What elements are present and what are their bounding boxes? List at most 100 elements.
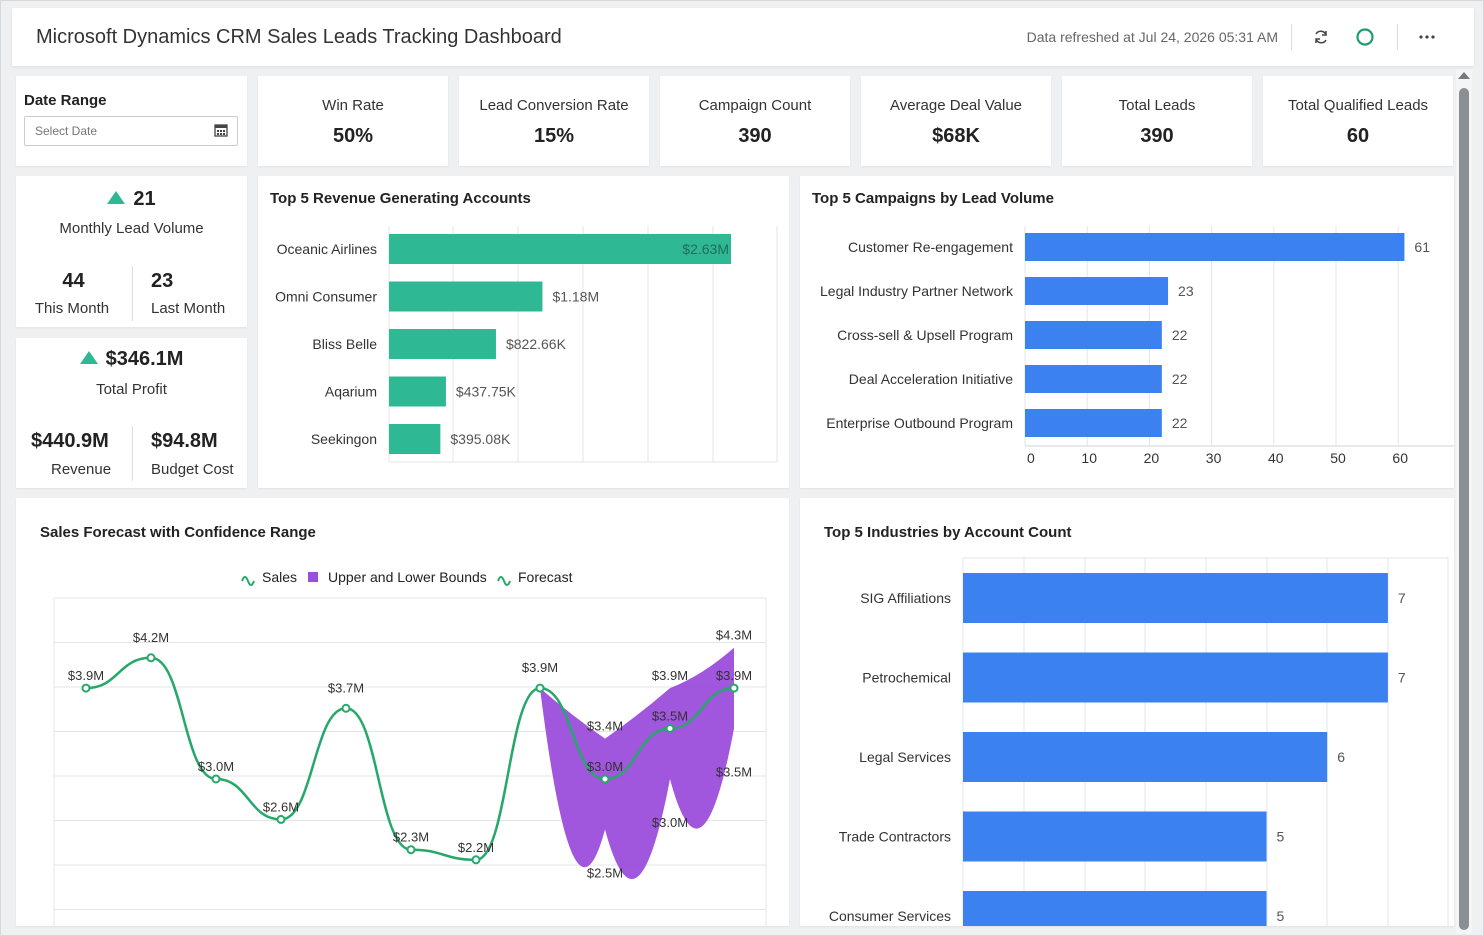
this-month-label: This Month <box>34 300 110 317</box>
sales-point <box>276 814 286 824</box>
kpi-win-rate: Win Rate 50% <box>258 76 448 166</box>
lead-volume-card: 21 Monthly Lead Volume 44 This Month 23 … <box>16 176 247 327</box>
category-label: Oceanic Airlines <box>277 241 377 257</box>
category-label: Legal Services <box>859 749 951 765</box>
forecast-line <box>539 686 735 781</box>
kpi-label: Total Qualified Leads <box>1287 97 1429 114</box>
revenue-label: Revenue <box>51 461 112 478</box>
tick-label: 40 <box>1268 450 1284 466</box>
bar <box>963 732 1328 782</box>
data-label: 6 <box>1337 749 1345 765</box>
category-label: Petrochemical <box>862 670 951 686</box>
sales-point <box>535 683 545 693</box>
last-month-label: Last Month <box>151 300 226 317</box>
bar <box>389 329 496 359</box>
tick-label: 60 <box>1392 450 1408 466</box>
sales-point <box>341 703 351 713</box>
data-label: $3.7M <box>328 680 364 695</box>
data-label: $3.5M <box>652 709 688 724</box>
kpi-campaign-count: Campaign Count 390 <box>660 76 850 166</box>
kpi-label: Total Leads <box>1118 97 1196 114</box>
kpi-total-qualified-leads: Total Qualified Leads 60 <box>1263 76 1453 166</box>
tick-label: 0 <box>1027 450 1035 466</box>
sales-point <box>406 845 416 855</box>
calendar-icon[interactable] <box>214 123 228 137</box>
tick-label: 50 <box>1330 450 1346 466</box>
industries-chart-card: Top 5 Industries by Account Count SIG Af… <box>800 498 1454 926</box>
data-label: 7 <box>1398 590 1406 606</box>
bar <box>1025 409 1162 437</box>
date-range-card: Date Range <box>16 76 247 166</box>
lower-bound-label: $3.0M <box>652 815 688 830</box>
data-label: 22 <box>1172 415 1188 431</box>
header-divider <box>1291 24 1292 50</box>
bar <box>1025 277 1169 305</box>
lead-volume-value: 21 <box>133 188 156 210</box>
data-label: $3.0M <box>587 759 623 774</box>
sales-line <box>85 656 541 862</box>
forecast-chart-card: Sales Forecast with Confidence Range Sal… <box>16 498 789 926</box>
page-title: Microsoft Dynamics CRM Sales Leads Track… <box>36 26 562 48</box>
profit-value: $346.1M <box>105 348 184 370</box>
campaigns-chart-card: Top 5 Campaigns by Lead Volume 0 10 20 30 40… <box>800 176 1454 488</box>
chart-title: Sales Forecast with Confidence Range <box>40 524 316 541</box>
revenue-value: $440.9M <box>31 430 109 452</box>
dashboard-header: Microsoft Dynamics CRM Sales Leads Track… <box>12 8 1474 66</box>
refresh-timestamp: Data refreshed at Jul 24, 2026 05:31 AM <box>1026 29 1278 45</box>
revenue-chart-card: Top 5 Revenue Generating Accounts Oceani… <box>258 176 789 488</box>
upper-bound-label: $3.4M <box>587 719 623 734</box>
kpi-label: Average Deal Value <box>889 97 1023 114</box>
kpi-value: 50% <box>332 125 374 147</box>
data-label: $437.75K <box>456 384 517 400</box>
data-label: $822.66K <box>506 336 567 352</box>
bar <box>389 234 731 264</box>
legend-forecast-icon <box>497 576 511 586</box>
kpi-value: 390 <box>738 125 772 147</box>
industries-bar-chart: SIG Affiliations 7 Petrochemical 7 Legal Ser… <box>829 557 1449 926</box>
category-label: Aqarium <box>325 384 377 400</box>
category-label: Consumer Services <box>829 908 951 924</box>
kpi-value: $68K <box>932 125 980 147</box>
category-label: Trade Contractors <box>839 829 951 845</box>
bar <box>1025 321 1162 349</box>
legend-label: Upper and Lower Bounds <box>328 569 487 585</box>
confidence-band <box>540 647 734 880</box>
category-label: Deal Acceleration Initiative <box>849 371 1013 387</box>
status-circle-icon[interactable] <box>1350 22 1380 52</box>
lower-bound-label: $2.5M <box>587 866 623 881</box>
budget-label: Budget Cost <box>151 461 234 478</box>
profit-value-row: $346.1M <box>16 348 247 371</box>
upper-bound-label: $3.9M <box>652 668 688 683</box>
profit-card: $346.1M Total Profit $440.9M Revenue $94… <box>16 338 247 488</box>
data-label: 7 <box>1398 670 1406 686</box>
more-options-icon[interactable] <box>1412 22 1442 52</box>
kpi-value: 15% <box>533 125 575 147</box>
date-range-input[interactable] <box>24 116 238 146</box>
refresh-icon[interactable] <box>1306 22 1336 52</box>
data-label: 5 <box>1277 908 1285 924</box>
data-label: $395.08K <box>450 431 511 447</box>
revenue-bar-chart: Oceanic Airlines $2.63M Omni Consumer $1.18… <box>275 226 778 463</box>
scroll-up-icon[interactable] <box>1458 72 1470 79</box>
forecast-line-chart: Sales Upper and Lower Bounds Forecast $3.9M… <box>53 569 767 926</box>
kpi-label: Campaign Count <box>698 97 812 114</box>
kpi-label: Win Rate <box>322 97 384 114</box>
category-label: Customer Re-engagement <box>848 239 1013 255</box>
chart-title: Top 5 Industries by Account Count <box>824 524 1072 541</box>
bar <box>1025 233 1405 261</box>
bar <box>963 891 1267 926</box>
data-label: 5 <box>1277 829 1285 845</box>
legend-label: Sales <box>262 569 297 585</box>
scrollbar-thumb[interactable] <box>1459 88 1469 930</box>
budget-value: $94.8M <box>151 430 218 452</box>
lower-bound-label: $3.5M <box>716 765 752 780</box>
tick-label: 10 <box>1081 450 1097 466</box>
forecast-point <box>600 774 610 784</box>
kpi-value: 390 <box>1140 125 1174 147</box>
data-label: $3.9M <box>716 668 752 683</box>
up-arrow-icon <box>107 191 126 204</box>
bar <box>389 424 441 454</box>
data-label: 22 <box>1172 371 1188 387</box>
divider <box>132 266 133 321</box>
category-label: SIG Affiliations <box>860 590 951 606</box>
